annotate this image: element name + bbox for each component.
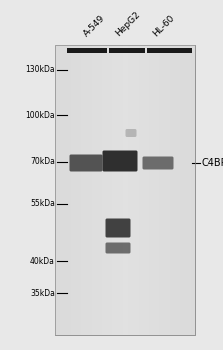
Text: A-549: A-549 bbox=[82, 13, 107, 38]
Text: 100kDa: 100kDa bbox=[25, 111, 55, 119]
FancyBboxPatch shape bbox=[105, 218, 130, 238]
FancyBboxPatch shape bbox=[70, 154, 103, 172]
Text: C4BPA: C4BPA bbox=[202, 158, 223, 168]
Bar bbox=[147, 48, 192, 53]
FancyBboxPatch shape bbox=[142, 156, 173, 169]
Bar bbox=[55, 45, 195, 335]
FancyBboxPatch shape bbox=[103, 150, 138, 172]
Text: 55kDa: 55kDa bbox=[30, 199, 55, 209]
Bar bbox=[67, 48, 107, 53]
Bar bbox=[109, 48, 145, 53]
Text: HL-60: HL-60 bbox=[152, 13, 177, 38]
Text: 130kDa: 130kDa bbox=[25, 65, 55, 75]
FancyBboxPatch shape bbox=[126, 129, 136, 137]
Bar bbox=[55, 45, 195, 335]
Text: 70kDa: 70kDa bbox=[30, 158, 55, 167]
Text: HepG2: HepG2 bbox=[114, 10, 142, 38]
Text: 40kDa: 40kDa bbox=[30, 257, 55, 266]
FancyBboxPatch shape bbox=[105, 243, 130, 253]
Text: 35kDa: 35kDa bbox=[30, 288, 55, 298]
